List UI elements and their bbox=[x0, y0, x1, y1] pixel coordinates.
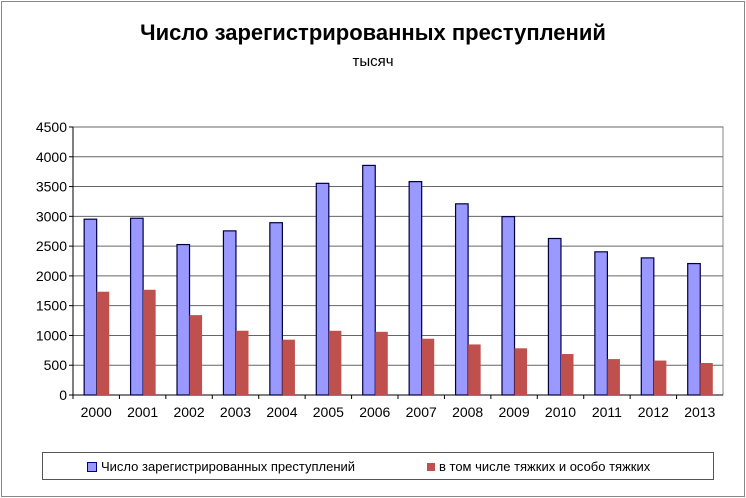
chart-subtitle: тысяч bbox=[352, 53, 394, 70]
x-tick-label: 2002 bbox=[173, 404, 204, 420]
bar-total bbox=[362, 164, 376, 396]
x-tick-label: 2012 bbox=[638, 404, 669, 420]
legend: Число зарегистрированных преступлений в … bbox=[42, 452, 714, 480]
bar-grave bbox=[189, 315, 203, 395]
bar-total bbox=[547, 237, 562, 396]
y-tick-label: 2000 bbox=[36, 268, 67, 284]
y-tick-label: 3500 bbox=[36, 179, 67, 195]
bar-grave bbox=[421, 338, 435, 395]
bar-grave bbox=[514, 348, 528, 395]
bar-total bbox=[269, 222, 283, 396]
x-tick-label: 2009 bbox=[498, 404, 529, 420]
bar-grave bbox=[143, 289, 156, 395]
legend-item-grave: в том числе тяжких и особо тяжких bbox=[427, 459, 650, 474]
y-tick-label: 2500 bbox=[36, 238, 67, 254]
y-tick-label: 4000 bbox=[36, 149, 67, 165]
bar-grave bbox=[282, 339, 295, 395]
bar-total bbox=[129, 217, 144, 396]
bar-total bbox=[315, 182, 330, 396]
x-tick-label: 2004 bbox=[266, 404, 297, 420]
bar-grave bbox=[468, 344, 481, 395]
x-tick-label: 2011 bbox=[592, 404, 622, 420]
bar-total bbox=[222, 230, 237, 396]
bar-total bbox=[83, 218, 98, 396]
bar-grave bbox=[96, 291, 110, 395]
bar-grave bbox=[700, 363, 713, 395]
bar-grave bbox=[607, 359, 620, 395]
x-tick-label: 2001 bbox=[127, 404, 158, 420]
bar-total bbox=[594, 251, 608, 396]
bar-total bbox=[454, 203, 469, 396]
bar-total bbox=[176, 243, 191, 396]
x-tick-label: 2005 bbox=[313, 404, 344, 420]
bar-grave bbox=[653, 360, 667, 395]
bar-total bbox=[501, 216, 516, 396]
y-tick-label: 1500 bbox=[36, 298, 67, 314]
x-tick-label: 2013 bbox=[684, 404, 715, 420]
bar-total bbox=[640, 257, 655, 396]
legend-label-grave: в том числе тяжких и особо тяжких bbox=[439, 459, 651, 474]
bar-grave bbox=[560, 354, 574, 395]
legend-swatch-total bbox=[87, 461, 97, 472]
bar-grave bbox=[235, 330, 249, 395]
x-tick-label: 2007 bbox=[406, 404, 437, 420]
plot-area bbox=[72, 126, 724, 396]
y-tick-label: 4500 bbox=[36, 119, 67, 135]
x-tick-label: 2008 bbox=[452, 404, 483, 420]
bar-grave bbox=[375, 331, 388, 395]
y-tick-label: 500 bbox=[44, 357, 68, 373]
x-tick-label: 2000 bbox=[81, 404, 112, 420]
x-tick-label: 2006 bbox=[359, 404, 390, 420]
y-tick-label: 3000 bbox=[36, 208, 67, 224]
bar-total bbox=[687, 262, 701, 396]
bar-grave bbox=[328, 330, 342, 395]
bar-total bbox=[408, 181, 423, 396]
x-tick-label: 2010 bbox=[545, 404, 576, 420]
y-tick-label: 0 bbox=[59, 387, 67, 403]
legend-item-total: Число зарегистрированных преступлений bbox=[87, 459, 355, 474]
chart-title: Число зарегистрированных преступлений bbox=[140, 20, 606, 45]
legend-label-total: Число зарегистрированных преступлений bbox=[101, 459, 356, 474]
x-tick-label: 2003 bbox=[220, 404, 251, 420]
y-tick-label: 1000 bbox=[36, 327, 67, 343]
legend-swatch-grave bbox=[427, 462, 435, 471]
